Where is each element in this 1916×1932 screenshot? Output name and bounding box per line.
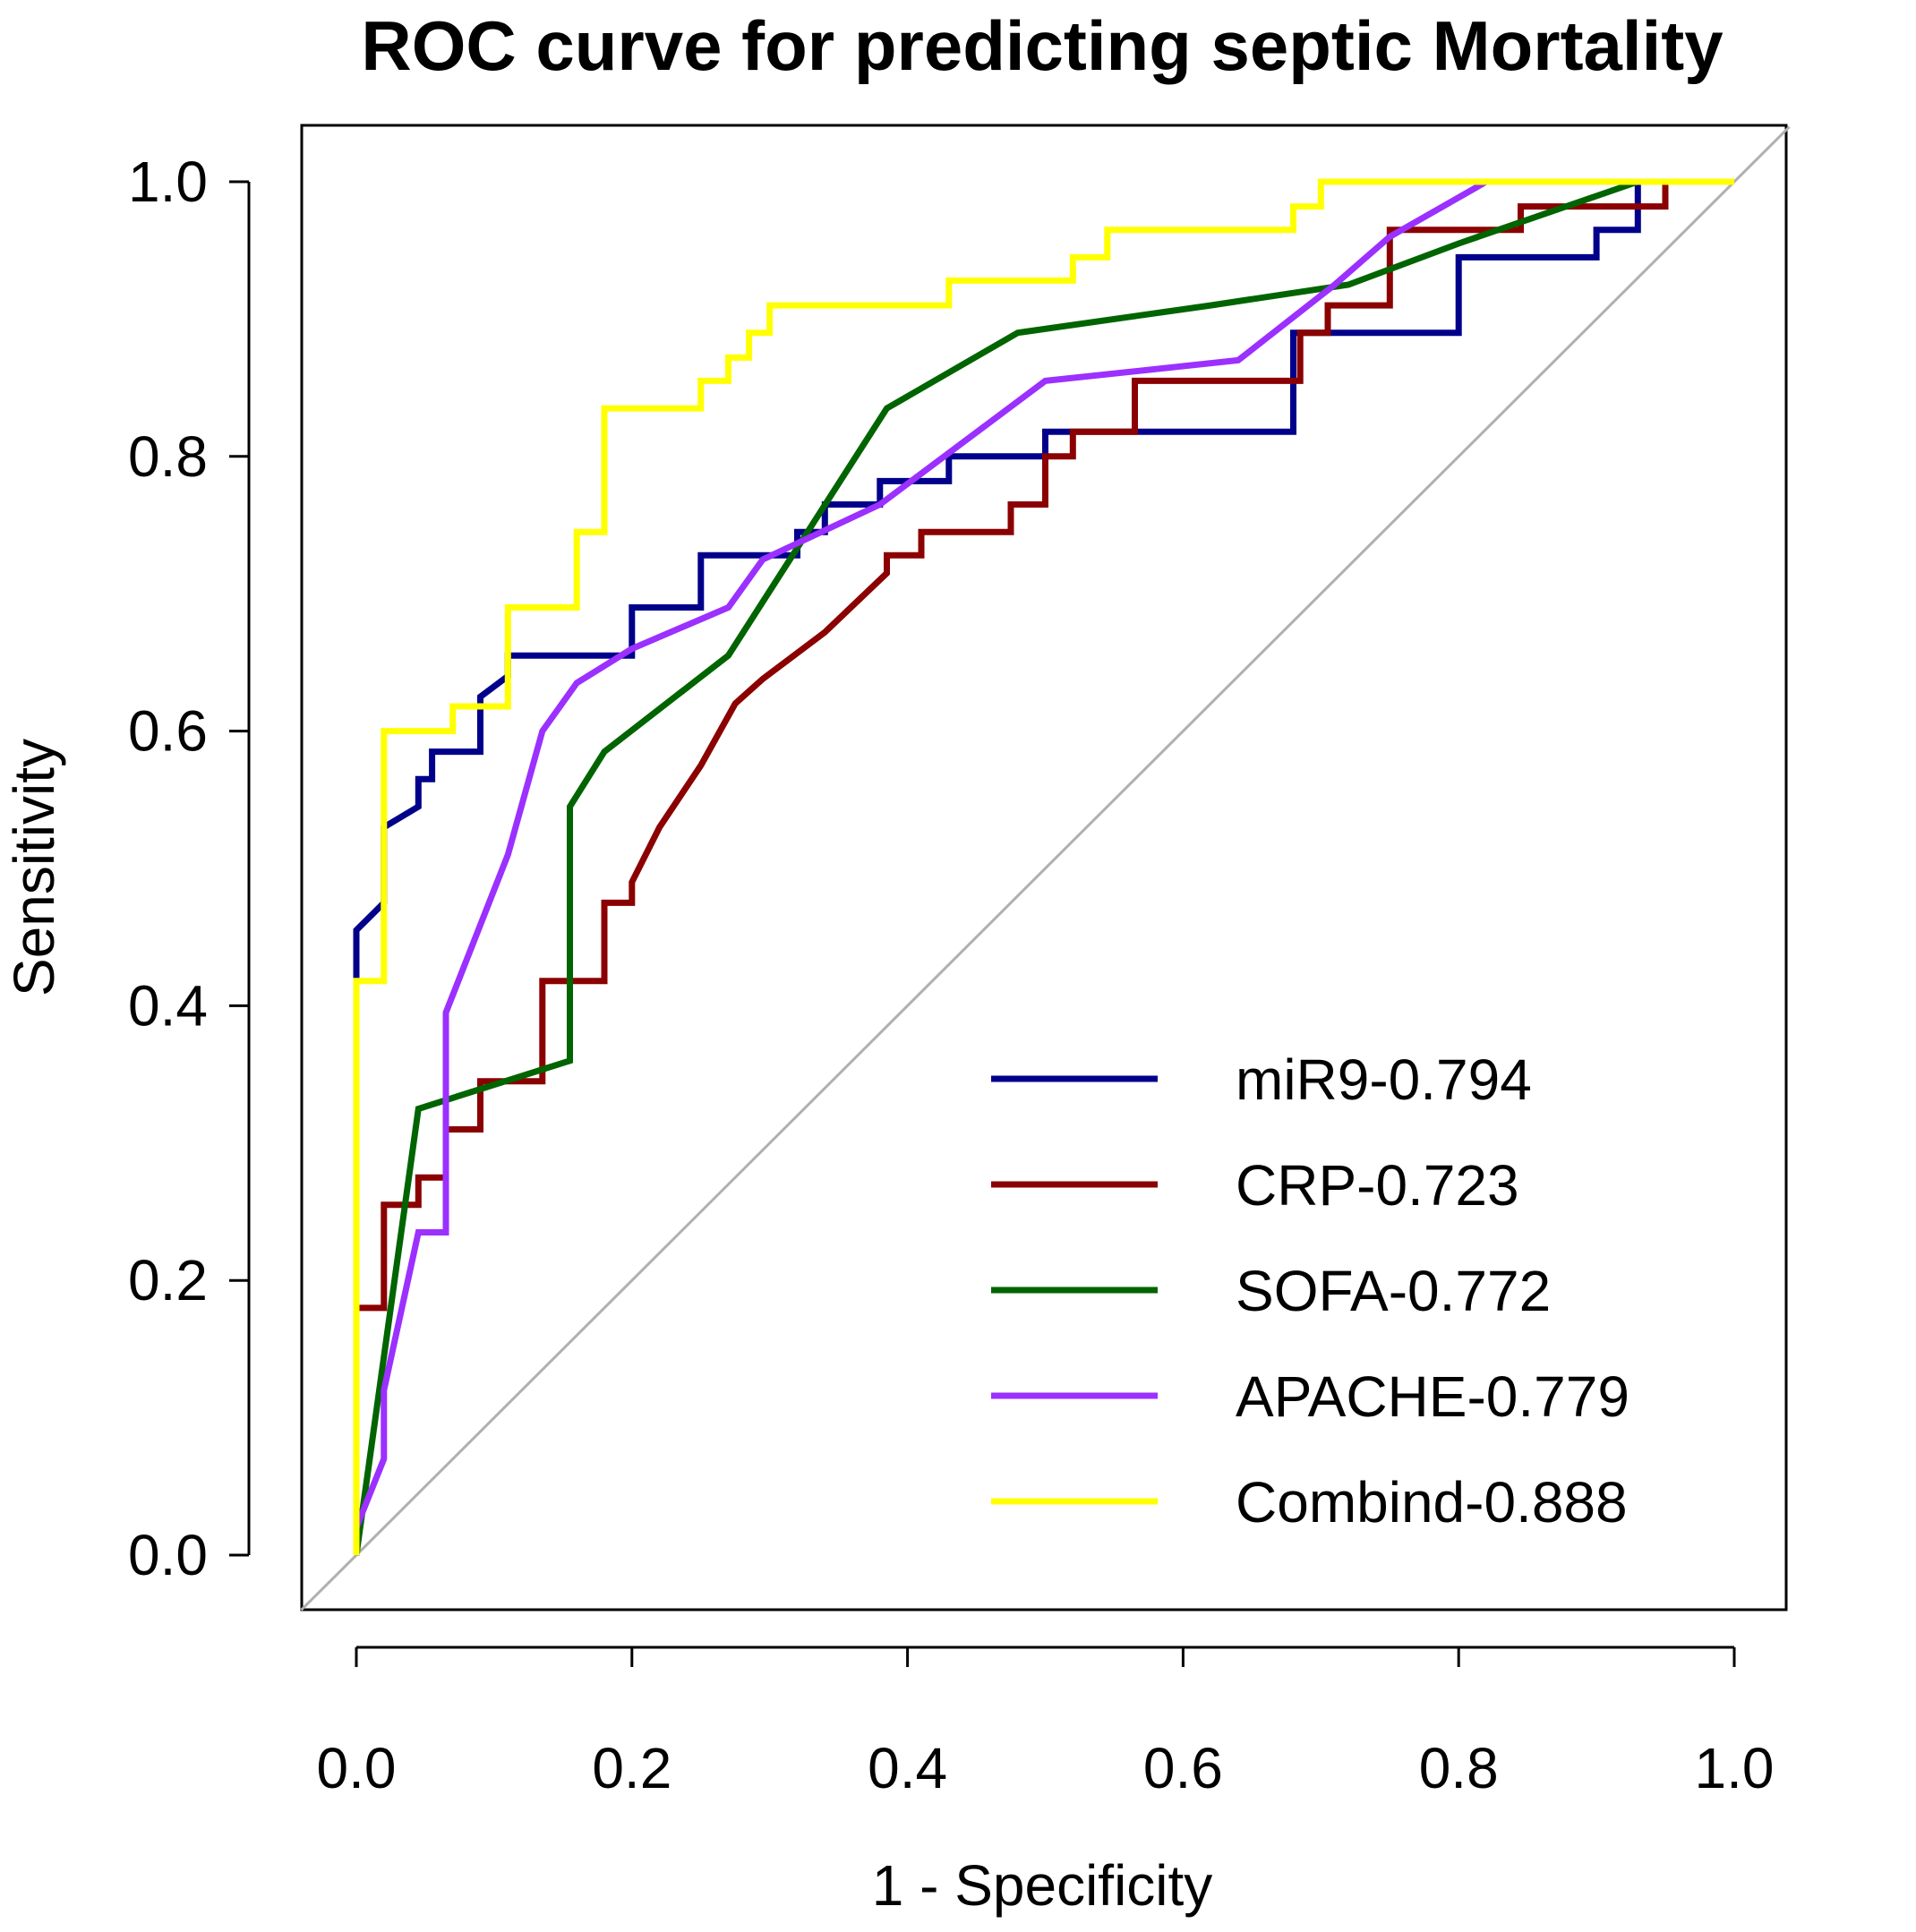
x-tick-label: 0.8 (1419, 1736, 1499, 1800)
legend-label: miR9-0.794 (1236, 1047, 1532, 1112)
y-tick-label: 1.0 (128, 150, 208, 214)
legend-label: CRP-0.723 (1236, 1153, 1519, 1218)
plot-frame (300, 124, 1788, 1611)
y-tick-label: 0.6 (128, 699, 208, 764)
reference-line-group (300, 125, 1791, 1611)
series-line-mir9 (353, 182, 1641, 979)
reference-diagonal-line (300, 125, 1791, 1611)
x-axis: 0.0 0.2 0.4 0.6 0.8 1.0 (317, 1646, 1775, 1800)
x-tick-label: 0.2 (592, 1736, 671, 1800)
x-tick-label: 0.4 (868, 1736, 947, 1800)
series-line-apache (353, 178, 1488, 1529)
x-tick-label: 0.6 (1143, 1736, 1223, 1800)
y-axis-label: Sensitivity (2, 739, 66, 996)
x-tick-label: 0.0 (317, 1736, 397, 1800)
chart-title: ROC curve for predicting septic Mortalit… (361, 6, 1723, 85)
y-tick-label: 0.0 (128, 1523, 208, 1587)
series-line-crp (353, 182, 1669, 1555)
y-axis: 0.0 0.2 0.4 0.6 0.8 1.0 (128, 150, 251, 1587)
legend-label: Combind-0.888 (1236, 1470, 1628, 1534)
x-axis-label: 1 - Specificity (872, 1853, 1213, 1918)
legend: miR9-0.794 CRP-0.723 SOFA-0.772 APACHE-0.77… (991, 1047, 1629, 1534)
series-lines (353, 178, 1734, 1556)
legend-label: SOFA-0.772 (1236, 1259, 1551, 1323)
y-tick-label: 0.2 (128, 1248, 208, 1312)
series-line-combind (353, 178, 1734, 1555)
x-tick-label: 1.0 (1695, 1736, 1775, 1800)
y-tick-label: 0.8 (128, 424, 208, 489)
series-line-sofa (353, 178, 1639, 1556)
y-tick-label: 0.4 (128, 973, 208, 1038)
legend-label: APACHE-0.779 (1236, 1364, 1629, 1429)
